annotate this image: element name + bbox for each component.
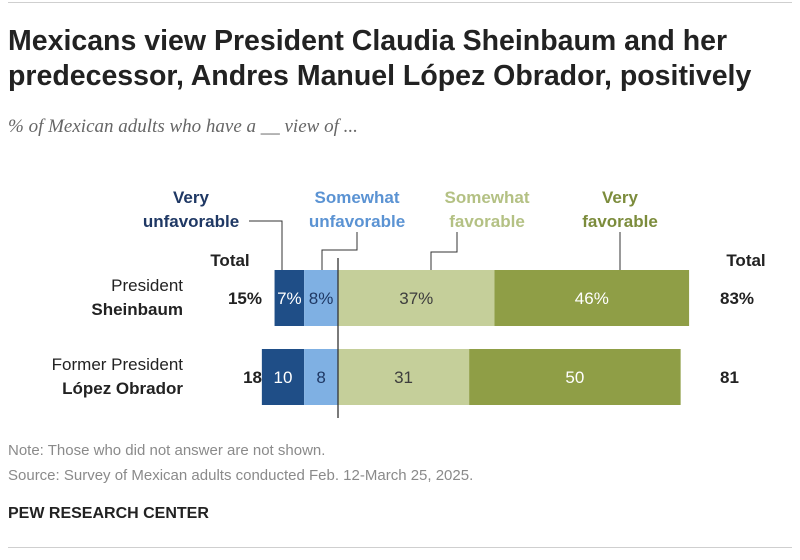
chart-subtitle: % of Mexican adults who have a __ view o… (8, 116, 358, 137)
total-favorable-row2: 81 (720, 368, 739, 387)
category-label-row1-line1: President (111, 276, 183, 295)
bar-label-very-favorable-row1: 46% (575, 289, 609, 308)
bar-label-somewhat-unfavorable-row1: 8% (309, 289, 334, 308)
bar-segment-very-favorable-row1 (494, 270, 690, 326)
legend-leader-very-unfavorable (249, 220, 283, 270)
bar-segment-somewhat-unfavorable-row2 (304, 349, 338, 405)
legend-label-somewhat-unfavorable-line1: Somewhat (314, 188, 399, 207)
bar-segment-somewhat-unfavorable-row1 (304, 270, 338, 326)
bar-segment-somewhat-favorable-row1 (338, 270, 495, 326)
total-unfavorable-row2: 18 (243, 368, 262, 387)
category-label-row1-line2: Sheinbaum (91, 300, 183, 319)
organization-name: PEW RESEARCH CENTER (8, 505, 209, 522)
bar-label-very-favorable-row2: 50 (565, 368, 584, 387)
bottom-rule (8, 547, 792, 548)
bar-label-somewhat-favorable-row2: 31 (394, 368, 413, 387)
total-header-right: Total (726, 251, 765, 270)
legend-label-somewhat-unfavorable-line2: unfavorable (309, 212, 405, 231)
chart-title: Mexicans view President Claudia Sheinbau… (8, 25, 752, 92)
bar-segment-somewhat-favorable-row2 (338, 349, 470, 405)
total-header-left: Total (210, 251, 249, 270)
category-label-row2-line1: Former President (52, 355, 184, 374)
legend-leader-somewhat-unfavorable (321, 232, 358, 270)
bar-label-very-unfavorable-row2: 10 (274, 368, 293, 387)
top-rule (8, 2, 792, 3)
bar-segment-very-favorable-row2 (469, 349, 681, 405)
bar-label-very-unfavorable-row1: 7% (277, 289, 302, 308)
legend-label-very-unfavorable-line2: unfavorable (143, 212, 239, 231)
bar-label-somewhat-unfavorable-row2: 8 (316, 368, 325, 387)
total-favorable-row1: 83% (720, 289, 754, 308)
legend-label-very-favorable-line1: Very (602, 188, 638, 207)
bar-segment-very-unfavorable-row1 (274, 270, 305, 326)
legend-label-very-unfavorable-line1: Very (173, 188, 209, 207)
legend-label-somewhat-favorable-line2: favorable (449, 212, 525, 231)
chart-note: Note: Those who did not answer are not s… (8, 442, 326, 459)
total-unfavorable-row1: 15% (228, 289, 262, 308)
category-label-row2-line2: López Obrador (62, 379, 183, 398)
legend-label-very-favorable-line2: favorable (582, 212, 658, 231)
chart-source: Source: Survey of Mexican adults conduct… (8, 467, 474, 484)
legend-leader-somewhat-favorable (430, 232, 458, 270)
bar-label-somewhat-favorable-row1: 37% (399, 289, 433, 308)
legend-label-somewhat-favorable-line1: Somewhat (444, 188, 529, 207)
bar-segment-very-unfavorable-row2 (261, 349, 305, 405)
